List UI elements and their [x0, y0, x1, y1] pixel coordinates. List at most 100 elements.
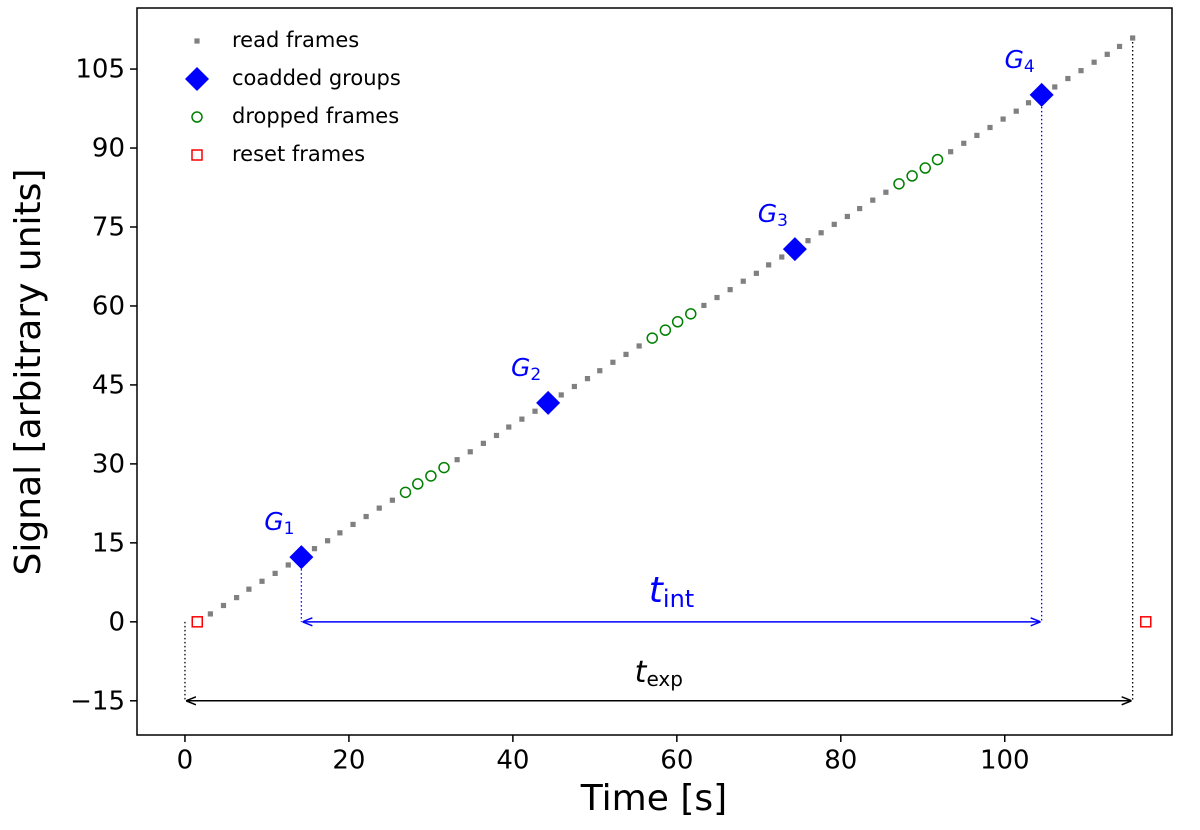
- read-frame: [519, 416, 525, 422]
- dropped-frame: [893, 178, 905, 190]
- dropped-frame: [671, 316, 684, 328]
- plot-frame: [136, 7, 1173, 736]
- read-frame: [532, 408, 538, 414]
- dropped-frame: [919, 162, 931, 174]
- y-tick-label: 45: [92, 370, 125, 400]
- read-frame: [558, 392, 564, 398]
- read-frame: [1078, 68, 1084, 74]
- y-axis-label: Signal [arbitrary units]: [8, 169, 49, 576]
- read-frame: [870, 197, 876, 203]
- coadded-group: [185, 67, 209, 91]
- group-label-sub: 2: [530, 365, 541, 385]
- dropped-frame: [438, 461, 450, 474]
- y-tick-label: 30: [92, 449, 125, 479]
- read-frame: [701, 302, 707, 309]
- legend-entry: dropped frames: [191, 104, 399, 128]
- group-label: G2: [511, 353, 541, 385]
- legend-entry: coadded groups: [185, 66, 401, 91]
- legend-entry: reset frames: [191, 142, 365, 166]
- read-frame: [1065, 75, 1071, 82]
- group-label: G3: [758, 199, 788, 231]
- dropped-frame: [659, 324, 672, 336]
- read-frame: [1000, 116, 1006, 122]
- span-label: tint: [649, 570, 694, 613]
- read-frame: [454, 457, 460, 463]
- read-frame: [636, 343, 642, 349]
- y-tick-label: 105: [75, 55, 125, 85]
- dropped-frame: [191, 111, 203, 123]
- read-frame: [714, 294, 720, 301]
- x-tick-label: 0: [177, 746, 194, 776]
- x-tick-label: 100: [980, 746, 1030, 776]
- read-frame: [285, 562, 291, 568]
- read-frame: [325, 538, 331, 544]
- read-frame: [207, 611, 213, 617]
- read-frame: [883, 189, 889, 195]
- dropped-frame: [646, 332, 658, 344]
- group-label-sub: 1: [284, 519, 295, 539]
- read-frame: [311, 546, 318, 552]
- read-frame: [948, 149, 954, 155]
- legend-label: reset frames: [232, 142, 365, 166]
- y-tick-label: 90: [92, 134, 125, 164]
- group-label-main: G: [264, 507, 283, 536]
- legend-label: coadded groups: [232, 66, 401, 90]
- group-label-main: G: [1005, 45, 1024, 74]
- read-frame: [740, 278, 746, 284]
- read-frame: [1130, 35, 1136, 41]
- group-label-main: G: [511, 353, 530, 382]
- read-frame: [974, 132, 980, 138]
- read-frame: [1013, 108, 1019, 114]
- group-label-main: G: [758, 199, 777, 228]
- read-frame: [623, 351, 629, 357]
- legend-label: dropped frames: [232, 104, 399, 128]
- group-label-sub: 4: [1024, 57, 1035, 77]
- read-frame: [1091, 59, 1097, 65]
- read-frame: [389, 497, 395, 503]
- read-frame: [1104, 51, 1110, 57]
- read-frame: [493, 432, 500, 439]
- x-axis-label: Time [s]: [580, 778, 727, 819]
- read-frame: [272, 570, 278, 576]
- read-frame: [234, 595, 240, 601]
- read-frame: [844, 213, 850, 220]
- dropped-frame: [399, 486, 412, 499]
- dropped-frame: [425, 470, 437, 482]
- read-frame: [753, 270, 759, 276]
- group-label-sub: 3: [777, 211, 788, 231]
- y-tick-label: 0: [108, 607, 125, 637]
- read-frame: [1116, 43, 1123, 50]
- x-tick-label: 40: [496, 746, 529, 776]
- read-frame: [571, 383, 577, 390]
- read-frame: [610, 359, 616, 365]
- read-frame: [350, 521, 356, 528]
- dropped-frame: [412, 478, 424, 490]
- reset-frame: [191, 616, 204, 628]
- read-frame: [220, 602, 227, 609]
- span-label-sub: int: [663, 585, 694, 613]
- y-tick-label: −15: [70, 686, 125, 716]
- legend-entry: read frames: [194, 28, 359, 52]
- read-frame: [467, 449, 473, 455]
- reset-frame: [191, 149, 203, 161]
- group-label: G4: [1005, 45, 1035, 77]
- x-tick-label: 20: [332, 746, 365, 776]
- legend-label: read frames: [232, 28, 359, 52]
- dropped-frame: [906, 170, 918, 182]
- read-frame: [831, 221, 837, 227]
- y-tick-label: 15: [92, 528, 125, 558]
- read-frame: [363, 513, 369, 520]
- coadded-group: [289, 545, 314, 570]
- read-frame: [961, 140, 967, 146]
- read-frame: [376, 505, 382, 511]
- read-frame: [857, 205, 863, 212]
- read-frame: [987, 124, 993, 131]
- span-label: texp: [635, 654, 683, 690]
- span-label-sub: exp: [646, 666, 682, 690]
- read-frame: [246, 586, 252, 592]
- x-tick-label: 80: [824, 746, 857, 776]
- read-frame: [727, 287, 733, 293]
- x-tick-label: 60: [660, 746, 693, 776]
